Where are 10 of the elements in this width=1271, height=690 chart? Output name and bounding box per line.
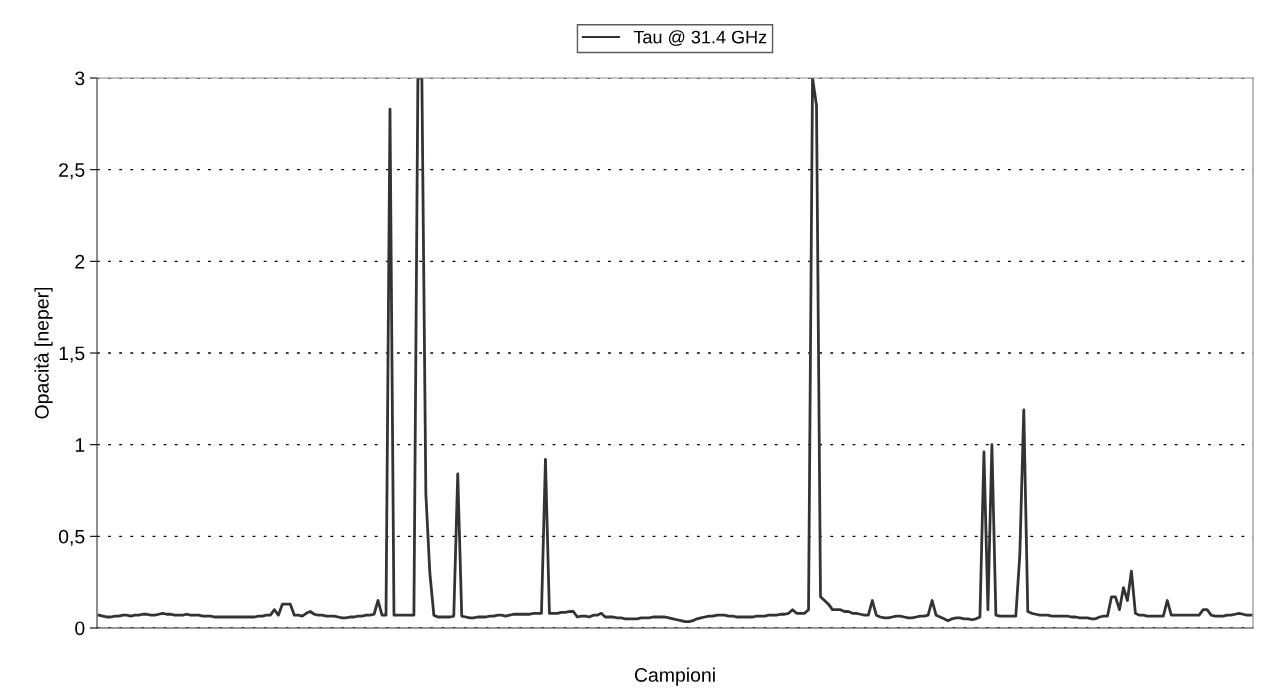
y-tick-label: 0,5 — [58, 529, 85, 546]
y-tick-label: 3 — [75, 71, 85, 86]
y-tick-label: 1,5 — [59, 346, 85, 363]
x-axis-title: Campioni — [634, 667, 715, 686]
y-axis-title: Opacità [neper] — [34, 287, 53, 419]
y-tick-label: 0 — [75, 621, 85, 636]
y-tick-label: 1 — [75, 438, 85, 452]
y-tick-label: 2,5 — [59, 163, 85, 180]
y-tick-label: 2 — [75, 254, 85, 269]
legend-label: Tau @ 31.4 GHz — [633, 30, 767, 46]
